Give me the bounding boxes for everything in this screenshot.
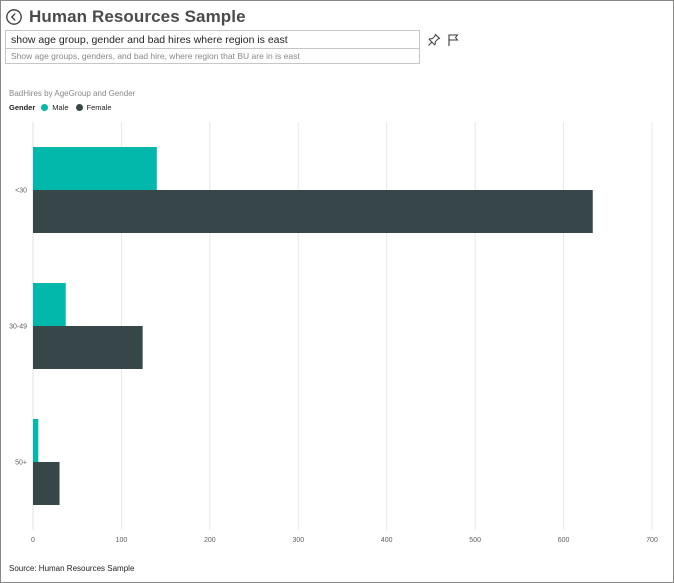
x-tick-label: 100: [116, 537, 128, 544]
qa-restatement: Show age groups, genders, and bad hire, …: [11, 51, 300, 61]
legend: Gender Male Female: [9, 103, 119, 112]
x-tick-label: 200: [204, 537, 216, 544]
legend-title: Gender: [9, 103, 36, 112]
category-label: <30: [15, 188, 27, 195]
chart-title: BadHires by AgeGroup and Gender: [9, 89, 136, 98]
bar-female-1[interactable]: [33, 326, 143, 369]
category-axis: <30 30-49 50+: [9, 188, 27, 467]
back-arrow-circle-icon[interactable]: [5, 8, 23, 26]
bar-female-0[interactable]: [33, 190, 593, 233]
qa-box: Show age groups, genders, and bad hire, …: [5, 30, 420, 64]
flag-icon[interactable]: [446, 33, 460, 47]
x-tick-label: 400: [381, 537, 393, 544]
legend-item-male[interactable]: Male: [41, 103, 69, 112]
legend-dot-female: [75, 104, 83, 111]
page-title: Human Resources Sample: [29, 7, 246, 26]
bar-male-0[interactable]: [33, 147, 157, 190]
legend-item-female[interactable]: Female: [75, 103, 112, 112]
x-tick-label: 500: [469, 537, 481, 544]
qa-question-input[interactable]: [6, 31, 419, 49]
value-axis: 0 100 200 300 400 500 600 700: [31, 537, 658, 544]
pin-icon[interactable]: [427, 33, 441, 47]
legend-dot-male: [41, 104, 49, 111]
legend-label-female: Female: [86, 103, 112, 112]
x-tick-label: 600: [558, 537, 570, 544]
bars: [33, 147, 593, 505]
x-tick-label: 700: [646, 537, 658, 544]
bar-male-2[interactable]: [33, 419, 39, 462]
x-tick-label: 0: [31, 537, 35, 544]
bar-male-1[interactable]: [33, 283, 66, 326]
category-label: 50+: [15, 460, 27, 467]
bar-female-2[interactable]: [33, 462, 60, 505]
legend-label-male: Male: [52, 103, 69, 112]
category-label: 30-49: [9, 324, 27, 331]
x-tick-label: 300: [292, 537, 304, 544]
header: Human Resources Sample: [5, 6, 246, 28]
source-footer: Source: Human Resources Sample: [9, 564, 135, 573]
